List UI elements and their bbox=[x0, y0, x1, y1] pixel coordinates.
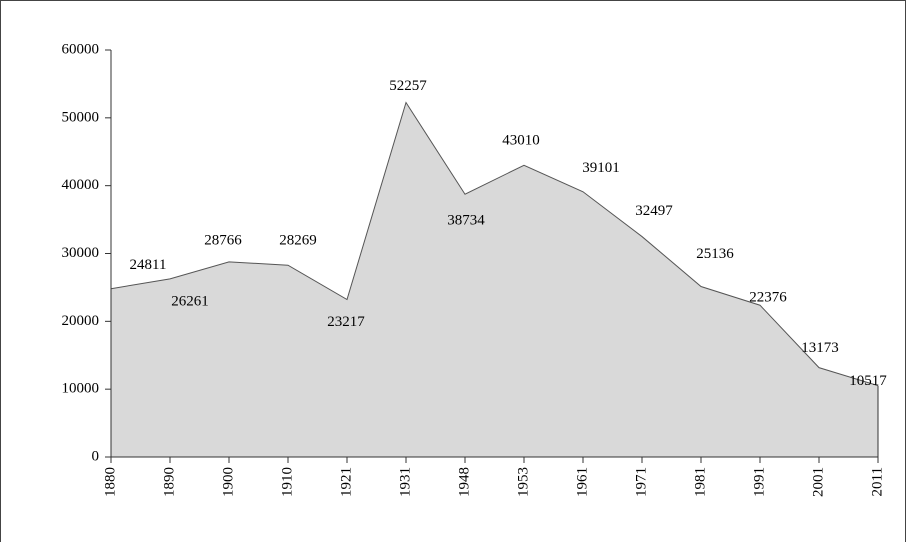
x-tick-label: 1991 bbox=[751, 467, 767, 497]
y-tick-label: 60000 bbox=[62, 41, 100, 57]
x-tick-label: 1921 bbox=[338, 467, 354, 497]
data-label: 13173 bbox=[801, 340, 839, 356]
x-tick-label: 1900 bbox=[220, 467, 236, 497]
y-tick-label: 10000 bbox=[62, 381, 100, 397]
y-tick-label: 0 bbox=[92, 448, 100, 464]
x-tick-label: 1961 bbox=[574, 467, 590, 497]
data-label: 24811 bbox=[130, 257, 167, 273]
x-tick-label: 1948 bbox=[456, 467, 472, 497]
x-tick-label: 1890 bbox=[161, 467, 177, 497]
y-tick-label: 50000 bbox=[62, 109, 100, 125]
y-tick-label: 30000 bbox=[62, 245, 100, 261]
data-label: 39101 bbox=[582, 160, 620, 176]
data-label: 28766 bbox=[204, 232, 242, 248]
x-tick-label: 1971 bbox=[633, 467, 649, 497]
x-tick-label: 1981 bbox=[692, 467, 708, 497]
data-label: 43010 bbox=[502, 133, 540, 149]
x-tick-label: 1931 bbox=[397, 467, 413, 497]
x-tick-label: 1880 bbox=[102, 467, 118, 497]
x-tick-label: 2001 bbox=[810, 467, 826, 497]
data-label: 25136 bbox=[696, 246, 734, 262]
x-tick-label: 1910 bbox=[279, 467, 295, 497]
data-label: 22376 bbox=[749, 290, 787, 306]
data-label: 32497 bbox=[635, 203, 673, 219]
x-tick-label: 1953 bbox=[515, 467, 531, 497]
area bbox=[111, 102, 878, 458]
data-label: 26261 bbox=[171, 293, 209, 309]
line bbox=[110, 101, 879, 387]
y-tick-label: 20000 bbox=[62, 313, 100, 329]
data-label: 38734 bbox=[447, 213, 485, 229]
x-tick-label: 2011 bbox=[869, 467, 885, 496]
data-label: 52257 bbox=[389, 78, 427, 94]
data-label: 10517 bbox=[849, 373, 887, 389]
data-label: 28269 bbox=[279, 233, 317, 249]
y-tick-label: 40000 bbox=[62, 177, 100, 193]
data-label: 23217 bbox=[327, 314, 365, 330]
